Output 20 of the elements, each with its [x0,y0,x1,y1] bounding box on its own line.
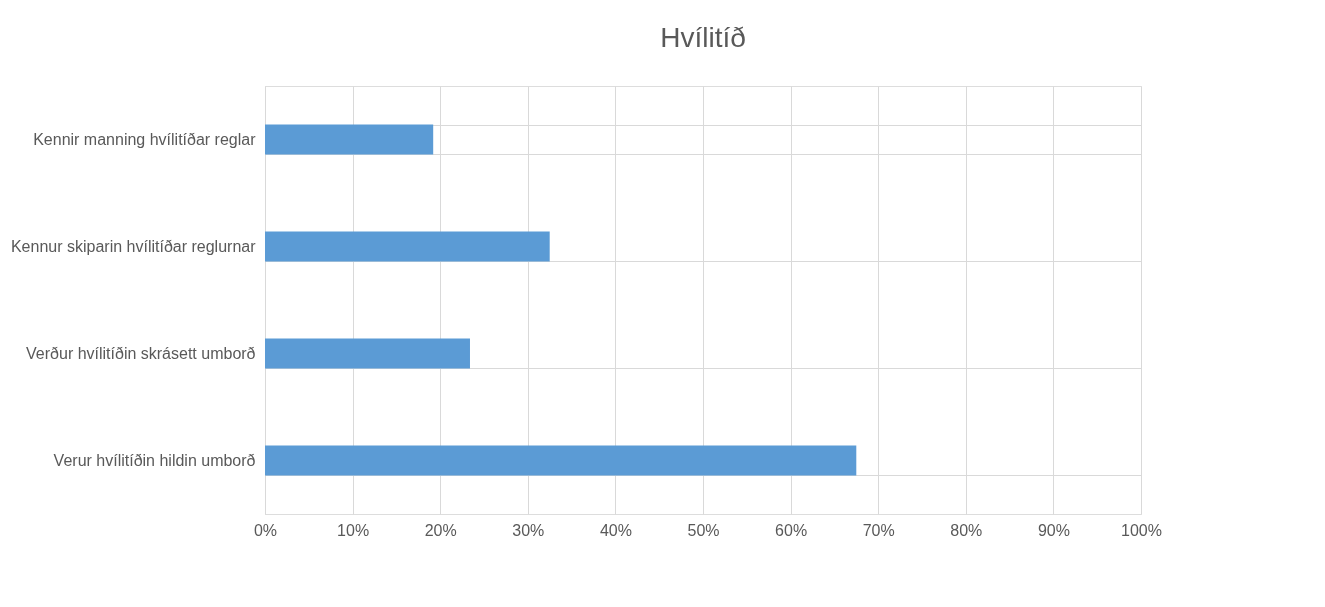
x-tick-label: 0% [253,521,278,539]
y-tick-label: Verður hvílitíðin skrásett umborð [26,345,256,362]
bar [265,124,434,155]
x-tick-label: 90% [1037,521,1070,539]
x-tick-label: 80% [950,521,983,539]
x-tick-label: 40% [599,521,632,539]
x-tick-label: 70% [862,521,895,539]
x-tick-label: 50% [687,521,720,539]
bar [265,338,470,369]
x-tick-label: 30% [512,521,545,539]
x-tick-label: 100% [1121,521,1162,539]
y-tick-label: Verur hvílitíðin hildin umborð [53,452,256,469]
x-tick-label: 20% [424,521,457,539]
y-tick-label: Kennir manning hvílitíðar reglar [33,131,257,148]
bar [265,445,857,476]
x-tick-label: 10% [337,521,370,539]
y-tick-label: Kennur skiparin hvílitíðar reglurnar [10,238,257,255]
chart-title: Hvílitíð [660,22,746,53]
x-tick-label: 60% [775,521,808,539]
bar [265,231,550,262]
